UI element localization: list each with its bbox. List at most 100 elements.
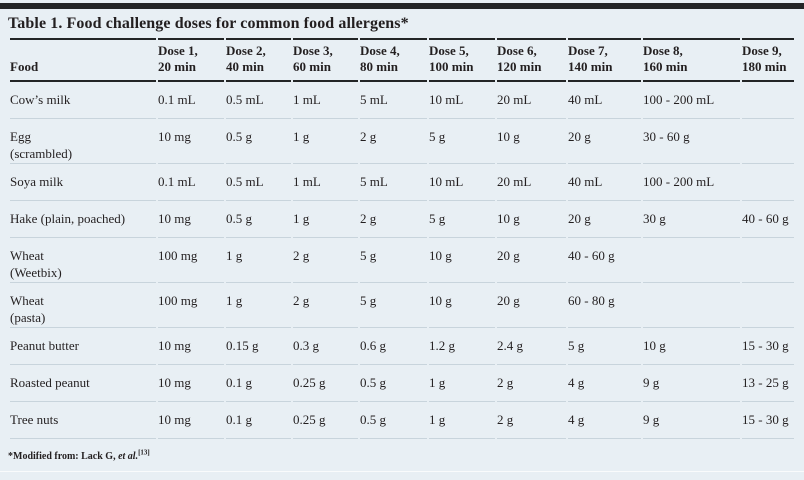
dose-cell: 0.3 g xyxy=(293,328,358,365)
dose-cell: 10 mg xyxy=(158,201,224,238)
dose-cell: 40 - 60 g xyxy=(742,201,794,238)
dose-cell: 0.5 g xyxy=(226,201,291,238)
dose-cell: 5 g xyxy=(360,238,427,283)
dose-cell xyxy=(742,164,794,201)
dose-cell: 10 g xyxy=(429,283,495,328)
food-cell: Peanut butter xyxy=(10,328,156,365)
dose-cell: 100 mg xyxy=(158,238,224,283)
dose-cell xyxy=(742,119,794,164)
food-cell: Egg (scrambled) xyxy=(10,119,156,164)
dose-cell: 15 - 30 g xyxy=(742,328,794,365)
dose-cell: 1.2 g xyxy=(429,328,495,365)
dose-cell: 1 g xyxy=(429,402,495,439)
dose-cell: 10 g xyxy=(497,119,566,164)
dose-cell: 2 g xyxy=(293,238,358,283)
dose-cell: 1 g xyxy=(293,119,358,164)
dose-cell: 40 mL xyxy=(568,164,641,201)
dose-cell xyxy=(742,82,794,119)
food-cell: Soya milk xyxy=(10,164,156,201)
dose-cell: 20 mL xyxy=(497,82,566,119)
dose-cell: 0.1 g xyxy=(226,365,291,402)
dose-cell: 5 g xyxy=(360,283,427,328)
dose-cell: 2 g xyxy=(497,365,566,402)
dose-cell xyxy=(742,238,794,283)
table-row: Soya milk 0.1 mL 0.5 mL 1 mL 5 mL 10 mL 20 mL 4… xyxy=(10,164,794,201)
dose-cell: 4 g xyxy=(568,402,641,439)
footnote: *Modified from: Lack G, et al.[13] xyxy=(8,449,796,463)
dose-cell: 30 - 60 g xyxy=(643,119,740,164)
column-header-dose-3: Dose 3, 60 min xyxy=(293,38,358,82)
dose-cell: 20 g xyxy=(568,119,641,164)
food-cell: Hake (plain, poached) xyxy=(10,201,156,238)
food-cell: Cow’s milk xyxy=(10,82,156,119)
dose-cell: 1 g xyxy=(429,365,495,402)
dose-cell: 1 mL xyxy=(293,82,358,119)
dose-cell: 10 mg xyxy=(158,328,224,365)
dose-cell: 10 mg xyxy=(158,119,224,164)
dose-cell: 0.1 mL xyxy=(158,82,224,119)
header-row: Food Dose 1, 20 min Dose 2, 40 min Dose 3, 60 … xyxy=(10,38,794,82)
column-header-dose-7: Dose 7, 140 min xyxy=(568,38,641,82)
dose-cell: 0.25 g xyxy=(293,365,358,402)
dose-cell xyxy=(643,238,740,283)
dose-cell: 2 g xyxy=(360,201,427,238)
dose-cell: 9 g xyxy=(643,365,740,402)
dose-cell: 0.5 g xyxy=(360,402,427,439)
column-header-dose-2: Dose 2, 40 min xyxy=(226,38,291,82)
dose-cell: 10 g xyxy=(497,201,566,238)
food-cell: Roasted peanut xyxy=(10,365,156,402)
dose-cell: 40 - 60 g xyxy=(568,238,641,283)
dose-cell: 100 mg xyxy=(158,283,224,328)
dose-cell xyxy=(742,283,794,328)
dose-cell: 0.5 mL xyxy=(226,82,291,119)
dose-cell xyxy=(643,283,740,328)
dose-cell: 1 g xyxy=(293,201,358,238)
dose-cell: 0.5 g xyxy=(360,365,427,402)
food-cell: Wheat (pasta) xyxy=(10,283,156,328)
dose-cell: 2 g xyxy=(293,283,358,328)
bottom-edge-highlight xyxy=(0,471,804,472)
table-title: Table 1. Food challenge doses for common… xyxy=(8,15,409,32)
dose-cell: 100 - 200 mL xyxy=(643,164,740,201)
dose-cell: 5 g xyxy=(568,328,641,365)
dose-cell: 10 mg xyxy=(158,402,224,439)
dose-cell: 100 - 200 mL xyxy=(643,82,740,119)
column-header-dose-6: Dose 6, 120 min xyxy=(497,38,566,82)
dose-cell: 40 mL xyxy=(568,82,641,119)
dose-cell: 0.15 g xyxy=(226,328,291,365)
dose-cell: 5 mL xyxy=(360,82,427,119)
top-rule-bar xyxy=(0,3,804,9)
dose-cell: 0.1 g xyxy=(226,402,291,439)
dose-cell: 0.6 g xyxy=(360,328,427,365)
column-header-dose-1: Dose 1, 20 min xyxy=(158,38,224,82)
dose-cell: 4 g xyxy=(568,365,641,402)
dose-cell: 13 - 25 g xyxy=(742,365,794,402)
dose-cell: 1 mL xyxy=(293,164,358,201)
column-header-dose-5: Dose 5, 100 min xyxy=(429,38,495,82)
food-cell: Tree nuts xyxy=(10,402,156,439)
dose-cell: 5 g xyxy=(429,201,495,238)
footnote-etal: et al. xyxy=(118,451,139,462)
dose-cell: 0.1 mL xyxy=(158,164,224,201)
column-header-dose-4: Dose 4, 80 min xyxy=(360,38,427,82)
footnote-text: *Modified from: Lack G, xyxy=(8,451,119,462)
column-header-dose-8: Dose 8, 160 min xyxy=(643,38,740,82)
dose-cell: 20 g xyxy=(497,238,566,283)
dose-cell: 20 g xyxy=(497,283,566,328)
dose-cell: 10 g xyxy=(643,328,740,365)
food-cell: Wheat (Weetbix) xyxy=(10,238,156,283)
dose-cell: 1 g xyxy=(226,238,291,283)
dose-cell: 20 g xyxy=(568,201,641,238)
dose-cell: 30 g xyxy=(643,201,740,238)
column-header-food: Food xyxy=(10,38,156,82)
dose-cell: 10 mL xyxy=(429,164,495,201)
dose-cell: 60 - 80 g xyxy=(568,283,641,328)
dose-cell: 2 g xyxy=(497,402,566,439)
table-row: Cow’s milk 0.1 mL 0.5 mL 1 mL 5 mL 10 mL 20 mL… xyxy=(10,82,794,119)
